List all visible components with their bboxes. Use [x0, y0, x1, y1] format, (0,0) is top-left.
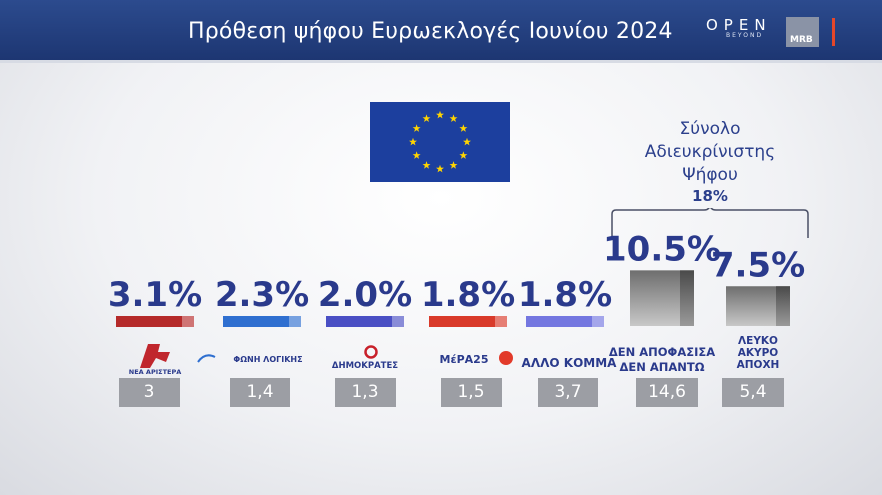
eu-star — [412, 124, 421, 132]
summary-line-1: Σύνολο — [679, 119, 741, 139]
bar — [223, 316, 301, 327]
bar-highlight — [592, 316, 604, 327]
bar — [116, 316, 194, 327]
bar-highlight — [182, 316, 194, 327]
eu-star — [449, 161, 458, 169]
summary-line-2: Αδιευκρίνιστης — [644, 142, 776, 162]
bar — [326, 316, 404, 327]
party-label: ΦΩΝΗ ΛΟΓΙΚΗΣ — [233, 355, 302, 364]
party-label: ΜέΡΑ25 — [440, 353, 489, 366]
eu-star — [412, 151, 421, 159]
bar-side — [680, 270, 694, 326]
bar — [526, 316, 604, 327]
party-label: ΝΕΑ ΑΡΙΣΤΕΡΑ — [129, 368, 182, 376]
value-label: 7.5% — [711, 245, 805, 285]
header-bar: Πρόθεση ψήφου Ευρωεκλογές Ιουνίου 2024 O… — [0, 0, 882, 63]
eu-star — [422, 114, 431, 123]
eu-star — [463, 137, 471, 146]
eu-star — [459, 124, 468, 132]
value-label: 2.3% — [215, 275, 309, 315]
value-label: 1.8% — [421, 275, 515, 315]
dimokrates-logo-icon — [364, 345, 378, 359]
summary-brace — [611, 208, 809, 238]
open-logo: OPEN BEYOND — [706, 16, 772, 39]
eu-star — [449, 114, 458, 123]
value-label: 1.8% — [518, 275, 612, 315]
secondary-value-box: 1,3 — [334, 378, 396, 407]
value-label: 10.5% — [603, 229, 721, 269]
secondary-value-box: 1,4 — [230, 378, 290, 407]
secondary-value-box: 3 — [118, 378, 180, 407]
mrb-logo-text: MRB — [790, 35, 813, 45]
eu-flag-icon — [370, 102, 510, 182]
party-label: ΑΚΥΡΟ — [738, 347, 779, 359]
mrb-logo: MRB — [786, 17, 819, 47]
mera25-logo-icon — [499, 351, 513, 365]
party-label: ΑΠΟΧΗ — [737, 359, 780, 371]
bar-highlight — [495, 316, 507, 327]
open-logo-subtext: BEYOND — [726, 32, 764, 39]
eu-star — [409, 137, 417, 146]
page-title: Πρόθεση ψήφου Ευρωεκλογές Ιουνίου 2024 — [188, 19, 673, 44]
eu-star — [436, 110, 444, 119]
party-label: ΔΕΝ ΑΠΟΦΑΣΙΣΑ — [609, 345, 715, 359]
eu-star — [436, 164, 444, 173]
eu-star — [422, 161, 431, 169]
header-accent-line — [832, 18, 835, 46]
undecided-summary: Σύνολο Αδιευκρίνιστης Ψήφου 18% — [605, 118, 815, 205]
summary-value: 18% — [692, 187, 728, 205]
summary-line-3: Ψήφου — [682, 165, 738, 185]
party-label: ΑΛΛΟ ΚΟΜΜΑ — [522, 356, 618, 370]
bar-highlight — [392, 316, 404, 327]
secondary-value-box: 14,6 — [636, 378, 698, 407]
foni-logikis-logo-icon — [197, 354, 216, 363]
party-label: ΔΕΝ ΑΠΑΝΤΩ — [619, 360, 704, 374]
bar — [429, 316, 507, 327]
secondary-value-box: 3,7 — [538, 378, 598, 407]
value-label: 2.0% — [318, 275, 412, 315]
value-label: 3.1% — [108, 275, 202, 315]
nea-aristera-logo-icon — [140, 344, 170, 368]
party-label: ΔΗΜΟΚΡΑΤΕΣ — [332, 361, 398, 371]
eu-star — [459, 151, 468, 159]
bar-highlight — [289, 316, 301, 327]
bar-side — [776, 286, 790, 326]
open-logo-text: OPEN — [706, 16, 772, 34]
secondary-value-box: 1,5 — [440, 378, 502, 407]
secondary-value-box: 5,4 — [722, 378, 784, 407]
party-label: ΛΕΥΚΟ — [738, 335, 778, 347]
